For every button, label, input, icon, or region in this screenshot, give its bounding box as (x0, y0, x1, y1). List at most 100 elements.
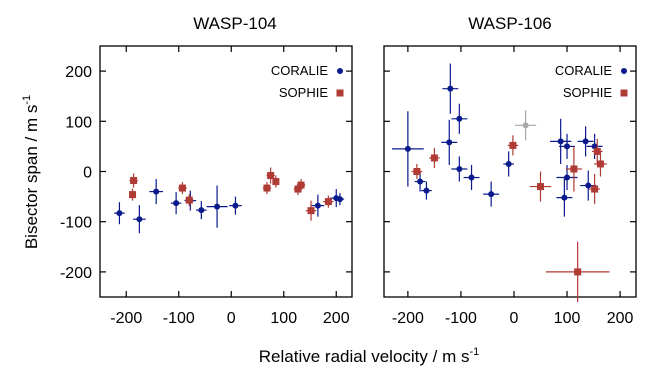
circle-marker (198, 207, 205, 214)
data-point (556, 178, 573, 217)
data-point (266, 167, 275, 184)
data-point (114, 202, 125, 225)
y-tick-label: -100 (60, 215, 92, 232)
panel-title: WASP-104 (193, 14, 276, 33)
circle-marker (564, 143, 571, 150)
square-marker (509, 141, 517, 149)
data-point (178, 182, 187, 195)
square-marker (294, 185, 302, 193)
square-marker (129, 191, 137, 199)
circle-marker (456, 115, 463, 122)
y-tick-label: -200 (60, 265, 92, 282)
circle-marker (314, 202, 321, 209)
panel-wasp-106: WASP-106 -200 -100 0 100 200 CORALIE SOPHIE (383, 14, 637, 327)
square-marker (178, 184, 186, 192)
legend-marker (621, 68, 627, 74)
circle-marker (446, 139, 453, 146)
square-marker (324, 198, 332, 206)
circle-marker (116, 210, 123, 217)
data-point (129, 188, 137, 201)
square-marker (413, 168, 421, 175)
y-tick-label: 0 (83, 165, 92, 182)
data-point (589, 174, 600, 205)
x-axis-label-superscript: -1 (469, 346, 479, 358)
data-point (515, 110, 537, 141)
x-tick-label: -100 (445, 310, 477, 327)
circle-marker (561, 194, 568, 201)
data-marks (391, 63, 610, 303)
circle-marker (505, 160, 512, 167)
axis-ticks: -200 -100 0 100 200 -200 -100 0 100 200 (60, 46, 352, 327)
circle-marker (591, 143, 598, 150)
data-point (149, 179, 163, 205)
series-group (114, 179, 345, 234)
data-point (463, 164, 480, 191)
data-point (323, 195, 334, 208)
data-point (206, 185, 228, 228)
data-point (185, 194, 194, 207)
data-point (129, 173, 138, 188)
data-point (391, 111, 424, 187)
data-point (229, 196, 242, 215)
x-axis-label: Relative radial velocity / m s-1 (259, 346, 479, 366)
data-point (565, 146, 582, 192)
circle-marker (136, 216, 143, 223)
square-marker (130, 177, 138, 185)
x-tick-label: 0 (510, 310, 519, 327)
series-group (515, 110, 537, 141)
x-tick-label: -200 (110, 310, 142, 327)
x-tick-label: 100 (554, 310, 581, 327)
circle-marker (468, 174, 475, 181)
data-point (441, 119, 458, 165)
data-point (196, 201, 207, 220)
square-marker (272, 178, 280, 186)
square-marker (537, 183, 545, 191)
square-marker (596, 160, 604, 168)
legend-label: SOPHIE (279, 85, 328, 100)
panel-title: WASP-106 (468, 14, 551, 33)
data-point (451, 103, 468, 134)
square-marker (307, 207, 315, 215)
plot-frame (99, 45, 353, 298)
data-point (559, 133, 575, 159)
y-tick-label: 200 (65, 64, 92, 81)
legend-label: CORALIE (271, 63, 328, 78)
legend-label: CORALIE (555, 63, 612, 78)
circle-marker (423, 187, 430, 194)
data-point (503, 151, 514, 177)
data-point (272, 175, 280, 188)
circle-marker (153, 188, 160, 195)
data-point (442, 63, 459, 114)
circle-marker (582, 138, 589, 145)
square-marker (574, 268, 582, 276)
circle-marker (336, 196, 343, 203)
circle-marker (173, 200, 180, 207)
data-point (170, 192, 182, 215)
data-marks (114, 167, 345, 234)
legend-marker (620, 89, 628, 97)
circle-marker (564, 174, 571, 181)
circle-marker (232, 202, 239, 209)
x-tick-label: -100 (163, 310, 195, 327)
circle-marker (522, 122, 529, 129)
square-marker (591, 185, 599, 193)
data-point (483, 181, 500, 207)
series-group (129, 167, 334, 221)
y-tick-label: 100 (65, 114, 92, 131)
data-point (594, 151, 607, 177)
square-marker (297, 181, 305, 189)
x-tick-label: -200 (392, 310, 424, 327)
data-point (305, 200, 317, 221)
circle-marker (417, 178, 424, 185)
legend-marker (337, 68, 343, 74)
circle-marker (404, 145, 411, 152)
data-point (451, 156, 468, 182)
x-tick-label: 200 (607, 310, 634, 327)
circle-marker (456, 165, 463, 172)
square-marker (267, 172, 275, 180)
x-tick-label: 100 (270, 310, 297, 327)
circle-marker (557, 138, 564, 145)
legend-marker (336, 89, 344, 97)
circle-marker (447, 85, 454, 92)
x-tick-label: 200 (323, 310, 350, 327)
